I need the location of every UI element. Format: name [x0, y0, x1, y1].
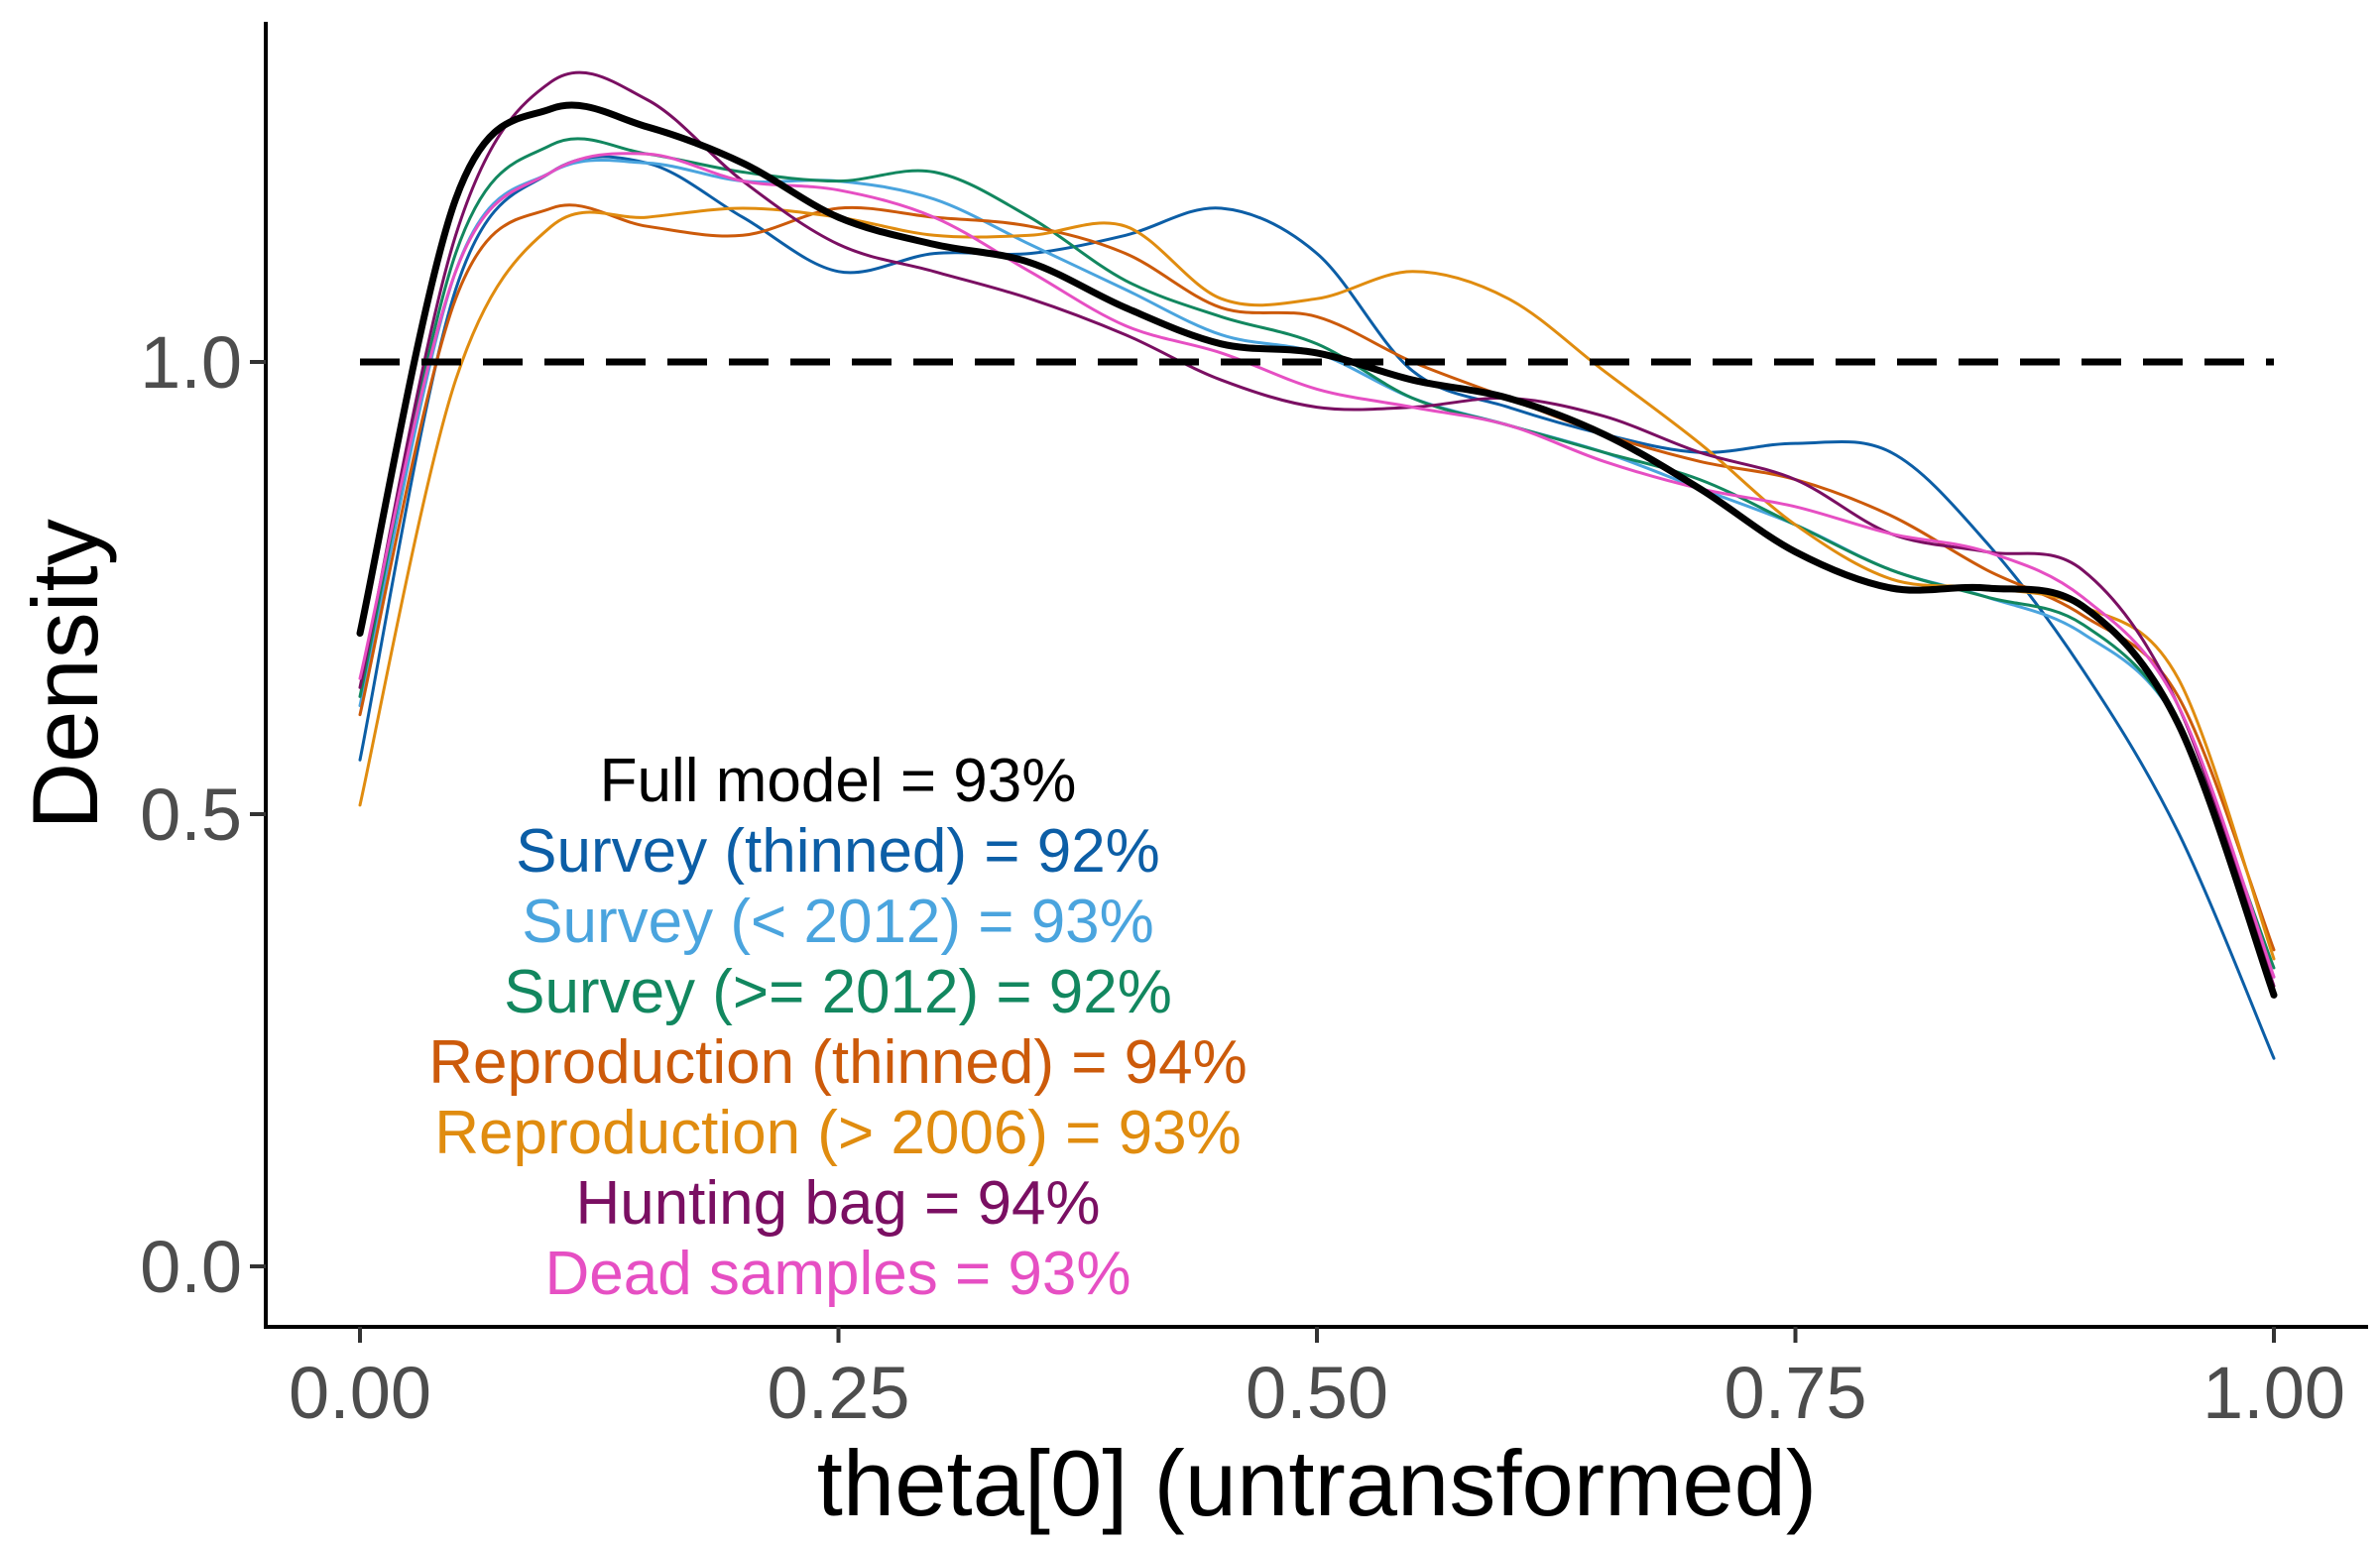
- annotation-label-2: Survey (thinned) = 92%: [516, 817, 1160, 886]
- density-line-series-8: [356, 101, 2278, 999]
- series-layer: [356, 70, 2278, 1060]
- density-line-series-1: [358, 155, 2276, 1060]
- annotation-label-1: Full model = 93%: [600, 747, 1077, 815]
- x-tick-label-4: 1.00: [2202, 1352, 2345, 1434]
- density-line-series-6: [358, 70, 2276, 988]
- y-tick-label-2: 1.0: [140, 321, 242, 404]
- x-tick-label-0: 0.00: [289, 1352, 431, 1434]
- y-tick-label-1: 0.5: [140, 774, 242, 856]
- annotation-label-3: Survey (< 2012) = 93%: [522, 888, 1154, 956]
- annotation-label-6: Reproduction (> 2006) = 93%: [434, 1099, 1241, 1167]
- annotation-label-4: Survey (>= 2012) = 92%: [504, 958, 1172, 1026]
- annotation-label-8: Dead samples = 93%: [544, 1240, 1130, 1308]
- annotation-label-5: Reproduction (thinned) = 94%: [428, 1028, 1247, 1097]
- annotation-label-7: Hunting bag = 94%: [575, 1169, 1100, 1238]
- density-line-series-3: [358, 137, 2276, 970]
- annotation-block: Full model = 93%Survey (thinned) = 92%Su…: [428, 747, 1247, 1308]
- x-tick-label-2: 0.50: [1246, 1352, 1388, 1434]
- density-line-series-7: [358, 152, 2276, 979]
- y-tick-label-0: 0.0: [140, 1226, 242, 1308]
- x-axis-title: theta[0] (untransformed): [817, 1431, 1817, 1535]
- axes: 0.00 0.25 0.50 0.75 1.00 0.0 0.5 1.0 theta[0] (u…: [13, 22, 2368, 1535]
- y-axis-title: Density: [13, 519, 117, 829]
- x-tick-label-1: 0.25: [767, 1352, 909, 1434]
- x-tick-label-3: 0.75: [1724, 1352, 1866, 1434]
